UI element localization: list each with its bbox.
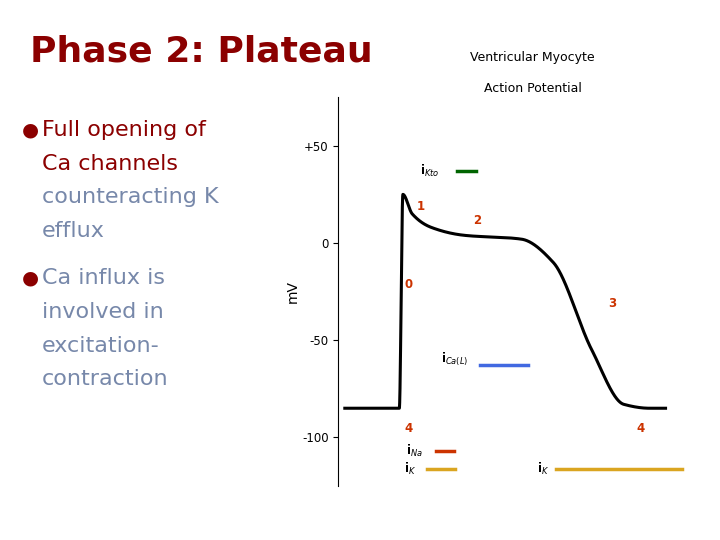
Text: contraction: contraction [42, 369, 168, 389]
Text: Ventricular Myocyte: Ventricular Myocyte [470, 51, 595, 64]
Text: Ca influx is: Ca influx is [42, 268, 165, 288]
Text: ●: ● [22, 268, 39, 287]
Text: 0: 0 [404, 278, 413, 291]
Text: involved in: involved in [42, 302, 163, 322]
Text: Phase 2: Plateau: Phase 2: Plateau [30, 35, 373, 69]
Text: 4: 4 [636, 422, 645, 435]
Text: $\mathbf{i}_{Ca(L)}$: $\mathbf{i}_{Ca(L)}$ [441, 351, 468, 368]
Text: excitation-: excitation- [42, 335, 160, 356]
Text: $\mathbf{i}_{K}$: $\mathbf{i}_{K}$ [404, 461, 416, 477]
Text: Action Potential: Action Potential [484, 82, 581, 94]
Text: counteracting K: counteracting K [42, 187, 219, 207]
Text: Full opening of: Full opening of [42, 120, 206, 140]
Y-axis label: mV: mV [285, 280, 300, 303]
Text: 3: 3 [608, 298, 616, 310]
Text: $\mathbf{i}_{Na}$: $\mathbf{i}_{Na}$ [406, 443, 423, 459]
Text: efflux: efflux [42, 221, 105, 241]
Text: $\mathbf{i}_{Kto}$: $\mathbf{i}_{Kto}$ [420, 163, 440, 179]
Text: 4: 4 [404, 422, 413, 435]
Text: 2: 2 [473, 214, 481, 227]
Text: $\mathbf{i}_{K}$: $\mathbf{i}_{K}$ [537, 461, 549, 477]
Text: ●: ● [22, 120, 39, 139]
Text: Ca channels: Ca channels [42, 153, 178, 173]
Text: 1: 1 [417, 200, 425, 213]
